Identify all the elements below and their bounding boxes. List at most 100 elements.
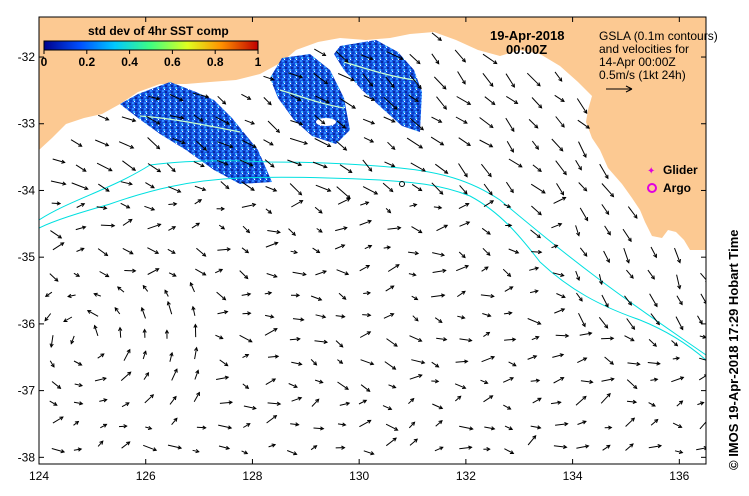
velocity-arrow-head [164,289,169,294]
velocity-arrow [97,440,104,447]
velocity-arrow-head [557,222,563,227]
velocity-arrow-head [487,313,492,318]
y-tick-label: -32 [18,50,36,64]
velocity-arrow [532,164,542,172]
velocity-arrow [408,398,415,405]
velocity-arrow [431,116,442,123]
velocity-arrow-head [300,317,305,322]
velocity-arrow [265,242,278,248]
velocity-arrow [504,286,513,292]
velocity-arrow [114,307,121,315]
x-tick-label: 128 [242,469,262,483]
velocity-arrow-head [418,374,423,379]
velocity-arrow [193,392,200,402]
velocity-arrow-head [506,272,512,278]
velocity-arrow-head [56,201,62,206]
velocity-arrow [290,120,303,125]
velocity-arrow-head [536,234,542,239]
velocity-arrow [576,98,588,114]
velocity-arrow-head [534,124,539,129]
velocity-arrow-head [313,361,318,366]
velocity-arrow-head [510,148,514,153]
velocity-arrow [479,139,493,148]
velocity-arrow-head [108,167,113,172]
velocity-arrow-head [678,424,683,428]
velocity-arrow [530,379,540,382]
velocity-arrow-head [218,268,224,273]
velocity-arrow [51,202,61,205]
velocity-arrow [190,282,195,293]
velocity-arrow-head [152,447,158,452]
velocity-arrow [51,381,61,389]
velocity-arrow [410,162,426,172]
velocity-arrow-head [558,77,563,82]
sst-gap [316,118,336,126]
velocity-arrow-head [489,82,494,88]
velocity-arrow-head [439,141,445,146]
velocity-arrow [287,72,303,78]
velocity-arrow [97,248,108,256]
velocity-arrow [340,98,356,109]
velocity-arrow-head [437,205,443,210]
velocity-arrow-head [466,142,471,146]
velocity-arrow-head [463,190,468,195]
velocity-arrow [409,74,422,89]
velocity-arrow [624,335,635,342]
velocity-arrow [164,290,169,297]
velocity-arrow [73,448,82,451]
velocity-arrow [217,160,228,166]
velocity-arrow-head [273,328,278,332]
velocity-arrow-head [369,82,374,87]
velocity-arrow [70,335,75,344]
velocity-arrow [242,383,249,389]
velocity-arrow [508,248,519,254]
velocity-arrow-head [272,187,278,192]
velocity-arrow-head [390,313,395,317]
velocity-arrow [626,400,637,403]
velocity-arrow-head [532,355,538,360]
velocity-arrow [316,228,323,233]
velocity-arrow-head [173,368,178,373]
velocity-arrow-head [116,286,122,291]
velocity-arrow [480,379,488,384]
velocity-arrow [431,294,445,298]
velocity-arrow [553,197,566,204]
velocity-arrow [504,425,513,430]
velocity-arrow [291,200,303,208]
velocity-arrow-head [171,226,177,230]
velocity-arrow-head [323,164,328,169]
velocity-arrow-head [82,167,87,172]
velocity-arrow-head [193,323,198,328]
velocity-arrow-head [269,141,274,146]
velocity-arrow-head [104,142,110,147]
velocity-arrow [506,140,514,153]
velocity-arrow [385,423,398,431]
velocity-arrow-head [394,426,399,431]
velocity-arrow-head [195,369,200,374]
velocity-arrow-head [582,395,587,400]
colorbar-tick-label: 0.2 [78,55,95,69]
velocity-arrow-head [518,163,523,168]
velocity-arrow-head [78,401,84,406]
velocity-arrow [482,53,497,65]
velocity-arrow-head [325,99,330,104]
velocity-arrow-head [653,253,657,259]
velocity-arrow [601,183,614,197]
velocity-arrow-head [437,119,443,123]
velocity-arrow-head [443,224,449,229]
velocity-arrow-head [560,272,565,277]
velocity-arrow-head [177,445,183,450]
velocity-arrow [671,340,678,347]
velocity-arrow-head [202,425,207,430]
argo-marker [399,181,405,187]
velocity-arrow-head [630,417,636,422]
velocity-arrow-head [150,184,155,189]
velocity-arrow [676,274,681,289]
velocity-arrow-head [585,124,591,129]
velocity-arrow-head [127,371,132,376]
velocity-arrow-head [486,447,491,452]
velocity-arrow-head [155,96,161,101]
velocity-arrow [363,95,375,101]
velocity-arrow-head [709,360,712,363]
velocity-arrow [49,400,58,406]
